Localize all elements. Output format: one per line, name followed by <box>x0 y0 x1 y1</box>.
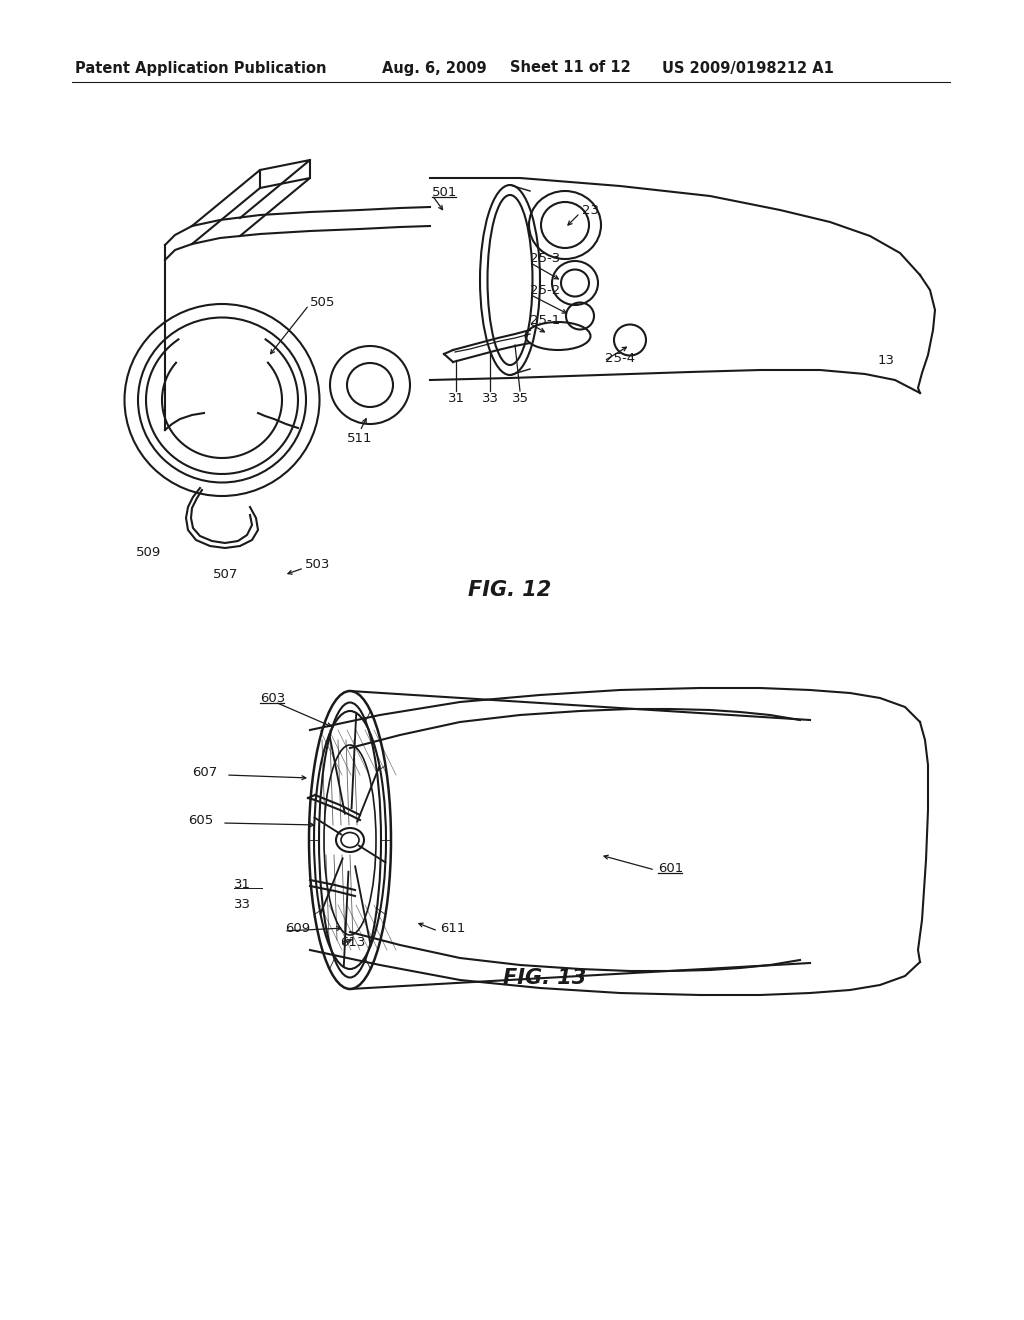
Text: 503: 503 <box>305 558 331 572</box>
Text: 25-1: 25-1 <box>530 314 560 326</box>
Text: 607: 607 <box>193 766 217 779</box>
Text: FIG. 13: FIG. 13 <box>504 968 587 987</box>
Text: 35: 35 <box>512 392 528 404</box>
Text: 25-3: 25-3 <box>530 252 560 265</box>
Text: 31: 31 <box>447 392 465 404</box>
Text: 609: 609 <box>285 921 310 935</box>
Text: 33: 33 <box>234 898 251 911</box>
Text: 611: 611 <box>440 921 465 935</box>
Text: 509: 509 <box>136 545 161 558</box>
Text: Aug. 6, 2009: Aug. 6, 2009 <box>382 61 486 75</box>
Text: 25-4: 25-4 <box>605 351 635 364</box>
Text: 613: 613 <box>340 936 366 949</box>
Text: FIG. 12: FIG. 12 <box>468 579 552 601</box>
Text: Patent Application Publication: Patent Application Publication <box>75 61 327 75</box>
Text: 511: 511 <box>347 432 373 445</box>
Text: Sheet 11 of 12: Sheet 11 of 12 <box>510 61 631 75</box>
Text: US 2009/0198212 A1: US 2009/0198212 A1 <box>662 61 834 75</box>
Text: 13: 13 <box>878 354 895 367</box>
Text: 25-2: 25-2 <box>530 285 560 297</box>
Text: 507: 507 <box>213 569 239 582</box>
Text: 23: 23 <box>582 203 599 216</box>
Text: 31: 31 <box>234 879 251 891</box>
Text: 501: 501 <box>432 186 458 198</box>
Text: 505: 505 <box>310 296 336 309</box>
Text: 33: 33 <box>481 392 499 404</box>
Text: 605: 605 <box>188 813 213 826</box>
Text: 601: 601 <box>658 862 683 874</box>
Text: 603: 603 <box>260 692 286 705</box>
